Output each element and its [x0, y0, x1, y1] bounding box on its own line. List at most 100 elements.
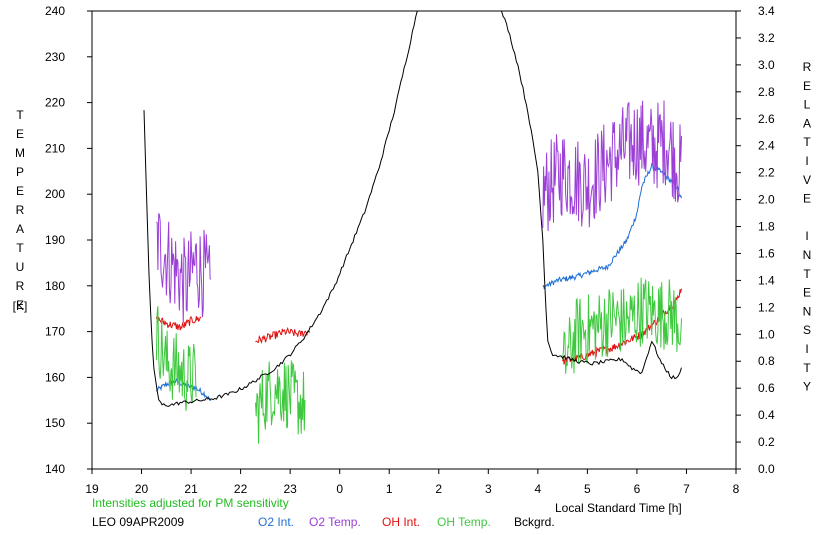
x-tick-label: 6	[634, 482, 641, 496]
series-line	[562, 277, 682, 374]
axis-title-letter: R	[803, 60, 812, 74]
series-line	[542, 162, 682, 290]
y-right-tick-label: 2.4	[758, 139, 775, 153]
y-right-tick-label: 1.6	[758, 246, 775, 260]
axis-title-letter: N	[803, 248, 812, 262]
y-left-tick-label: 200	[45, 187, 65, 201]
y-left-tick-label: 140	[45, 462, 65, 476]
x-tick-label: 1	[386, 482, 393, 496]
y-right-tick-label: 0.2	[758, 435, 775, 449]
y-right-tick-label: 2.0	[758, 193, 775, 207]
axis-title-letter: R	[16, 203, 25, 217]
series-line	[143, 10, 419, 407]
axis-title-letter: I	[805, 154, 808, 168]
axis-title-letter: P	[16, 165, 24, 179]
legend-entry: Bckgrd.	[514, 515, 555, 529]
axis-title-letter: I	[805, 229, 808, 243]
legend-entry: OH Int.	[382, 515, 420, 529]
y-right-tick-label: 2.8	[758, 85, 775, 99]
right-y-axis: 0.0 0.2 0.4 0.6 0.8 1.0 1.2 1.4 1.6 1.8 2.0 2.2 2.4 2…	[736, 4, 775, 476]
y-left-tick-label: 160	[45, 370, 65, 384]
axis-title-letter: E	[803, 286, 811, 300]
left-y-axis: 140 150 160 170 180 190 200 210 220 230 240	[45, 4, 92, 476]
axis-title-letter: A	[803, 116, 811, 130]
legend: O2 Int. O2 Temp. OH Int. OH Temp. Bckgrd.	[258, 515, 555, 529]
series-line	[255, 360, 306, 444]
axis-title-letter: E	[16, 298, 24, 312]
series-line	[155, 378, 212, 402]
y-right-tick-label: 2.6	[758, 112, 775, 126]
y-left-tick-label: 190	[45, 233, 65, 247]
axis-title-letter: T	[16, 241, 24, 255]
series-line	[156, 213, 212, 324]
series-line	[255, 326, 311, 344]
x-tick-label: 20	[135, 482, 149, 496]
axis-title-letter: E	[803, 79, 811, 93]
x-tick-label: 22	[234, 482, 248, 496]
y-right-tick-label: 1.4	[758, 273, 775, 287]
x-axis: 19 20 21 22 23 0 1 2 3 4 5 6 7 8	[85, 469, 740, 496]
series-line	[542, 100, 682, 231]
x-tick-label: 21	[184, 482, 198, 496]
left-axis-unit: [K]	[13, 299, 28, 313]
x-tick-label: 5	[584, 482, 591, 496]
x-tick-label: 7	[683, 482, 690, 496]
axis-title-letter: V	[803, 173, 811, 187]
axis-title-letter: T	[16, 108, 24, 122]
axis-title-letter: L	[804, 98, 811, 112]
legend-entry: O2 Int.	[258, 515, 294, 529]
x-tick-label: 0	[336, 482, 343, 496]
y-left-tick-label: 180	[45, 279, 65, 293]
y-right-tick-label: 1.0	[758, 327, 775, 341]
y-right-tick-label: 0.0	[758, 462, 775, 476]
y-left-tick-label: 170	[45, 325, 65, 339]
axis-title-letter: T	[803, 135, 811, 149]
axis-title-letter: R	[16, 279, 25, 293]
axis-title-letter: T	[803, 361, 811, 375]
axis-title-letter: A	[16, 222, 24, 236]
axis-title-letter: U	[16, 260, 25, 274]
series-line	[155, 315, 202, 331]
x-tick-label: 8	[733, 482, 740, 496]
y-right-tick-label: 0.4	[758, 408, 775, 422]
y-right-tick-label: 3.0	[758, 58, 775, 72]
plot-frame	[91, 10, 737, 470]
y-left-tick-label: 240	[45, 4, 65, 18]
x-axis-label: Local Standard Time [h]	[555, 501, 682, 515]
axis-title-letter: I	[805, 342, 808, 356]
x-tick-label: 19	[85, 482, 99, 496]
x-tick-label: 4	[535, 482, 542, 496]
legend-entry: O2 Temp.	[309, 515, 361, 529]
series-layer	[143, 10, 682, 444]
axis-title-letter: E	[16, 184, 24, 198]
y-right-tick-label: 3.4	[758, 4, 775, 18]
axis-title-letter: Y	[803, 380, 811, 394]
y-right-tick-label: 1.8	[758, 220, 775, 234]
axis-title-letter: M	[15, 146, 25, 160]
series-line	[498, 10, 682, 380]
x-tick-label: 2	[435, 482, 442, 496]
x-tick-label: 23	[283, 482, 297, 496]
sensitivity-note: Intensities adjusted for PM sensitivity	[92, 496, 289, 510]
y-right-tick-label: 2.2	[758, 166, 775, 180]
series-line	[155, 306, 197, 411]
x-tick-label: 3	[485, 482, 492, 496]
y-left-tick-label: 230	[45, 50, 65, 64]
axis-title-letter: E	[16, 127, 24, 141]
y-right-tick-label: 0.6	[758, 381, 775, 395]
axis-title-letter: N	[803, 304, 812, 318]
axis-title-letter: E	[803, 192, 811, 206]
axis-title-letter: S	[803, 323, 811, 337]
y-left-tick-label: 220	[45, 96, 65, 110]
y-left-tick-label: 210	[45, 141, 65, 155]
y-right-tick-label: 1.2	[758, 300, 775, 314]
legend-entry: OH Temp.	[437, 515, 491, 529]
station-date: LEO 09APR2009	[92, 515, 184, 529]
y-right-tick-label: 0.8	[758, 354, 775, 368]
axis-title-letter: T	[803, 267, 811, 281]
y-right-tick-label: 3.2	[758, 31, 775, 45]
y-left-tick-label: 150	[45, 416, 65, 430]
